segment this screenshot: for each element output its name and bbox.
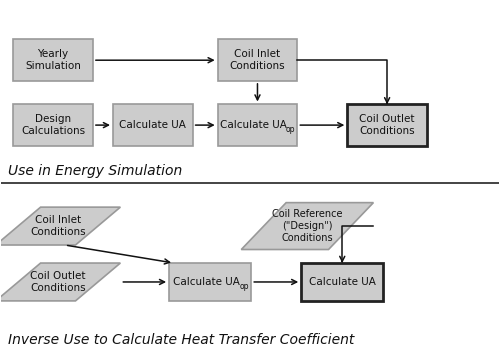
Text: Use in Energy Simulation: Use in Energy Simulation <box>8 164 182 178</box>
Text: Calculate UA: Calculate UA <box>172 277 240 287</box>
Text: Coil Inlet
Conditions: Coil Inlet Conditions <box>230 49 285 71</box>
Text: Coil Reference
("Design")
Conditions: Coil Reference ("Design") Conditions <box>272 209 342 244</box>
Polygon shape <box>242 203 374 249</box>
Polygon shape <box>0 263 120 301</box>
Text: Coil Inlet
Conditions: Coil Inlet Conditions <box>30 215 86 237</box>
Text: Calculate UA: Calculate UA <box>220 120 287 130</box>
Text: Inverse Use to Calculate Heat Transfer Coefficient: Inverse Use to Calculate Heat Transfer C… <box>8 333 354 348</box>
FancyBboxPatch shape <box>13 39 93 81</box>
FancyBboxPatch shape <box>169 263 251 301</box>
Text: Yearly
Simulation: Yearly Simulation <box>25 49 81 71</box>
Text: Calculate UA: Calculate UA <box>120 120 186 130</box>
FancyBboxPatch shape <box>301 263 384 301</box>
Text: op: op <box>240 282 249 291</box>
FancyBboxPatch shape <box>347 104 427 146</box>
Text: Calculate UA: Calculate UA <box>309 277 376 287</box>
FancyBboxPatch shape <box>218 104 298 146</box>
Text: Coil Outlet
Conditions: Coil Outlet Conditions <box>360 114 415 136</box>
Text: Design
Calculations: Design Calculations <box>21 114 85 136</box>
FancyBboxPatch shape <box>218 39 298 81</box>
FancyBboxPatch shape <box>113 104 192 146</box>
Text: Coil Outlet
Conditions: Coil Outlet Conditions <box>30 271 86 293</box>
Polygon shape <box>0 207 120 245</box>
FancyBboxPatch shape <box>13 104 93 146</box>
Text: op: op <box>285 125 294 134</box>
